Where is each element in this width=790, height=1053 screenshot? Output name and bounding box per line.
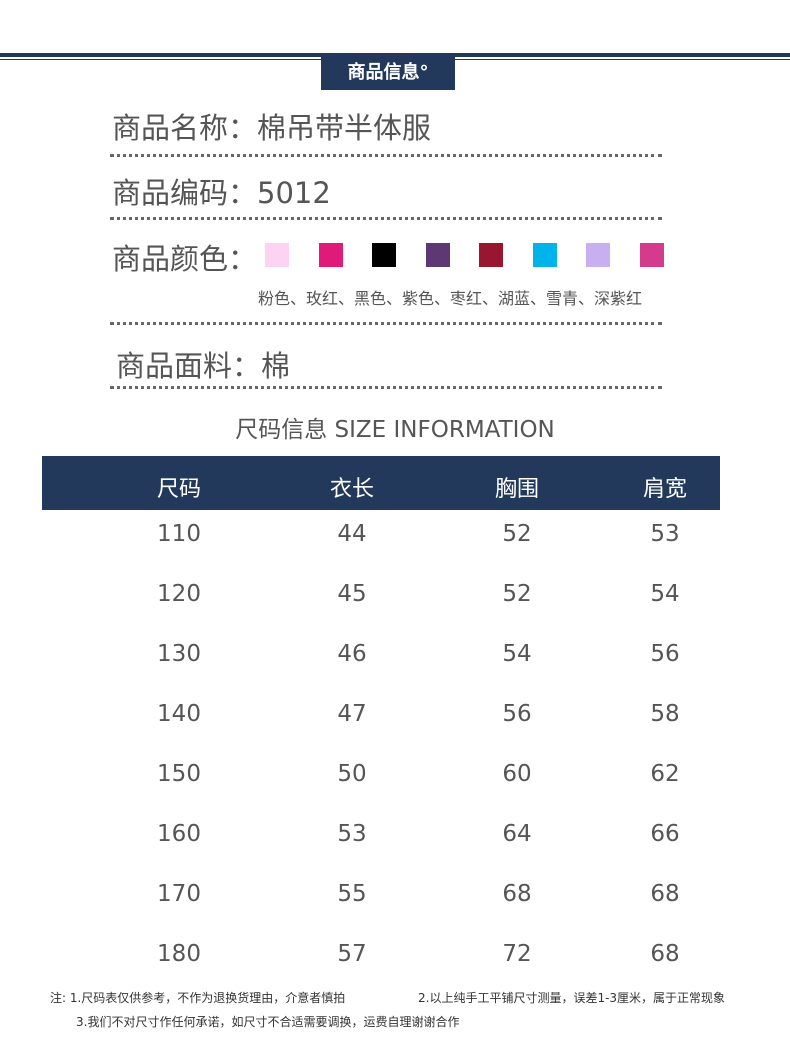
table-cell: 68 (502, 881, 532, 907)
table-cell: 68 (650, 881, 680, 907)
table-cell: 53 (337, 821, 367, 847)
product-color-label: 商品颜色： (112, 242, 258, 276)
color-swatch (318, 243, 343, 267)
color-swatch (532, 243, 557, 267)
table-header (42, 456, 720, 510)
note-2: 2.以上纯手工平铺尺寸测量，误差1-3厘米，属于正常现象 (418, 991, 726, 1005)
table-cell: 160 (157, 821, 201, 847)
color-swatch (639, 243, 664, 267)
table-cell: 68 (650, 941, 680, 967)
table-cell: 47 (337, 701, 367, 727)
table-cell: 120 (157, 581, 201, 607)
table-cell: 72 (502, 941, 532, 967)
table-cell: 64 (502, 821, 532, 847)
table-cell: 53 (650, 521, 680, 547)
table-cell: 180 (157, 941, 201, 967)
table-cell: 55 (337, 881, 367, 907)
divider (110, 154, 662, 157)
header-rule (0, 53, 790, 57)
table-cell: 110 (157, 521, 201, 547)
column-header: 胸围 (494, 477, 539, 502)
divider (110, 386, 662, 389)
table-cell: 52 (502, 521, 532, 547)
table-cell: 46 (337, 641, 367, 667)
table-cell: 45 (337, 581, 367, 607)
table-cell: 50 (337, 761, 367, 787)
section-badge: 商品信息° (321, 56, 455, 90)
table-cell: 170 (157, 881, 201, 907)
table-cell: 150 (157, 761, 201, 787)
color-swatch (479, 243, 503, 267)
size-title: 尺码信息 SIZE INFORMATION (235, 417, 555, 443)
divider (110, 322, 662, 325)
column-header: 肩宽 (642, 477, 687, 502)
table-cell: 58 (650, 701, 680, 727)
column-header: 衣长 (329, 477, 374, 502)
note-1: 注: 1.尺码表仅供参考，不作为退换货理由，介意者慎拍 (50, 991, 346, 1005)
table-cell: 62 (650, 761, 680, 787)
color-names: 粉色、玫红、黑色、紫色、枣红、湖蓝、雪青、深紫红 (258, 289, 643, 308)
table-cell: 130 (157, 641, 201, 667)
product-fabric: 商品面料：棉 (116, 349, 291, 383)
table-cell: 54 (650, 581, 680, 607)
column-header: 尺码 (156, 477, 201, 502)
table-cell: 60 (502, 761, 532, 787)
table-cell: 56 (650, 641, 680, 667)
table-cell: 52 (502, 581, 532, 607)
divider (110, 217, 662, 220)
table-cell: 54 (502, 641, 532, 667)
table-cell: 66 (650, 821, 680, 847)
note-3: 3.我们不对尺寸作任何承诺，如尺寸不合适需要调换，运费自理谢谢合作 (76, 1015, 460, 1029)
product-code: 商品编码：5012 (112, 176, 331, 210)
table-cell: 56 (502, 701, 532, 727)
color-swatch (425, 243, 450, 267)
table-cell: 44 (337, 521, 367, 547)
table-cell: 57 (337, 941, 367, 967)
color-swatch (265, 243, 289, 267)
color-swatch (372, 243, 396, 267)
table-cell: 140 (157, 701, 201, 727)
color-swatch (586, 243, 610, 267)
product-name: 商品名称：棉吊带半体服 (112, 111, 432, 145)
